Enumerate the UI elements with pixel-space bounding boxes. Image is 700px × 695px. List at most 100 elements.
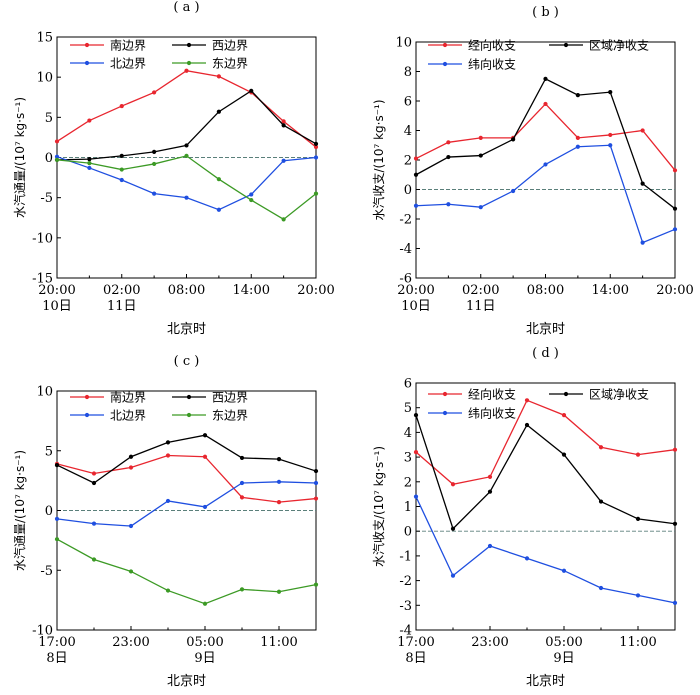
data-point <box>91 480 97 486</box>
legend-label: 北边界 <box>110 409 146 423</box>
data-point <box>672 600 678 605</box>
data-point <box>184 143 189 148</box>
x-axis-label: 北京时 <box>167 674 206 689</box>
y-tick-label: 2 <box>404 154 412 169</box>
y-tick-label: 6 <box>404 95 412 110</box>
data-point <box>413 172 419 177</box>
data-point <box>91 521 97 526</box>
chart-panel-a: ( a )-15-10-505101520:0010日02:0011日08:00… <box>12 0 335 337</box>
data-point <box>543 76 548 81</box>
series-2 <box>413 143 678 245</box>
y-tick-label: -4 <box>399 242 412 257</box>
x-tick-label: 14:00 <box>233 283 270 298</box>
x-tick-label: 20:00 <box>397 283 434 298</box>
series-line <box>56 434 317 484</box>
series-2 <box>54 479 319 529</box>
y-tick-label: -5 <box>40 191 53 206</box>
data-point <box>239 455 245 461</box>
x-tick-label: 17:00 <box>397 635 434 650</box>
data-point <box>239 587 245 592</box>
data-point <box>119 153 124 158</box>
series-line <box>56 538 317 605</box>
data-point <box>672 206 678 211</box>
legend-marker <box>563 42 569 48</box>
y-tick-label: -10 <box>32 231 53 246</box>
panel-label: ( d ) <box>532 346 559 361</box>
y-tick-label: -2 <box>399 574 412 589</box>
legend-label: 区域净收支 <box>589 39 649 53</box>
data-point <box>87 161 92 166</box>
data-point <box>165 498 171 504</box>
data-point <box>478 153 483 158</box>
legend-label: 北边界 <box>110 57 146 71</box>
x-tick-sublabel: 8日 <box>405 651 426 666</box>
data-point <box>91 557 97 562</box>
x-tick-label: 14:00 <box>592 283 629 298</box>
data-point <box>598 445 604 450</box>
data-point <box>543 101 548 107</box>
legend-label: 经向收支 <box>468 387 516 402</box>
legend-label: 西边界 <box>212 39 248 53</box>
data-point <box>184 153 189 158</box>
x-tick-label: 08:00 <box>168 283 205 298</box>
y-tick-label: 0 <box>404 525 412 540</box>
y-tick-label: 10 <box>36 71 53 86</box>
series-3 <box>54 537 319 606</box>
legend-marker <box>186 412 192 418</box>
data-point <box>281 158 286 163</box>
data-point <box>446 202 451 207</box>
data-point <box>87 118 92 123</box>
data-point <box>608 90 613 95</box>
legend-marker <box>563 391 569 397</box>
data-point <box>561 413 567 418</box>
data-point <box>413 450 419 455</box>
data-point <box>249 88 254 93</box>
y-tick-label: -15 <box>32 272 53 287</box>
y-axis-label: 水汽收支/(10⁷ kg·s⁻¹) <box>371 99 386 220</box>
data-point <box>413 494 419 499</box>
data-point <box>446 154 451 160</box>
series-1 <box>54 88 319 163</box>
y-tick-label: -10 <box>32 624 53 639</box>
y-axis-label: 水汽通量/(10⁷ kg·s⁻¹) <box>12 97 27 218</box>
data-point <box>119 103 124 109</box>
y-axis-label: 水汽收支/(10⁷ kg·s⁻¹) <box>371 446 386 567</box>
legend-entry: 南边界 <box>70 38 146 53</box>
y-tick-label: -2 <box>399 213 412 228</box>
data-point <box>450 573 456 578</box>
series-1 <box>413 413 678 531</box>
series-0 <box>413 101 678 173</box>
data-point <box>152 191 157 196</box>
x-axis-label: 北京时 <box>526 674 565 689</box>
y-tick-label: 10 <box>36 385 53 400</box>
legend-entry: 西边界 <box>172 391 248 405</box>
legend-entry: 北边界 <box>70 57 146 71</box>
legend-label: 纬向收支 <box>468 406 516 421</box>
legend-entry: 北边界 <box>70 409 146 423</box>
series-line <box>56 70 317 148</box>
data-point <box>413 413 419 418</box>
data-point <box>575 135 580 140</box>
x-tick-sublabel: 9日 <box>553 651 574 666</box>
x-tick-sublabel: 11日 <box>466 299 496 314</box>
legend-entry: 南边界 <box>70 390 146 405</box>
data-point <box>128 454 134 459</box>
x-tick-sublabel: 10日 <box>42 299 72 314</box>
data-point <box>640 240 645 245</box>
data-point <box>216 177 221 182</box>
data-point <box>640 128 645 133</box>
series-0 <box>413 398 678 487</box>
data-point <box>54 537 60 542</box>
x-tick-label: 05:00 <box>186 635 223 650</box>
data-point <box>216 109 221 114</box>
data-point <box>54 157 60 163</box>
data-point <box>152 90 157 95</box>
legend-marker <box>442 42 448 48</box>
data-point <box>249 197 254 203</box>
y-tick-label: 6 <box>404 377 412 392</box>
data-point <box>413 156 419 161</box>
y-tick-label: 4 <box>404 426 412 441</box>
